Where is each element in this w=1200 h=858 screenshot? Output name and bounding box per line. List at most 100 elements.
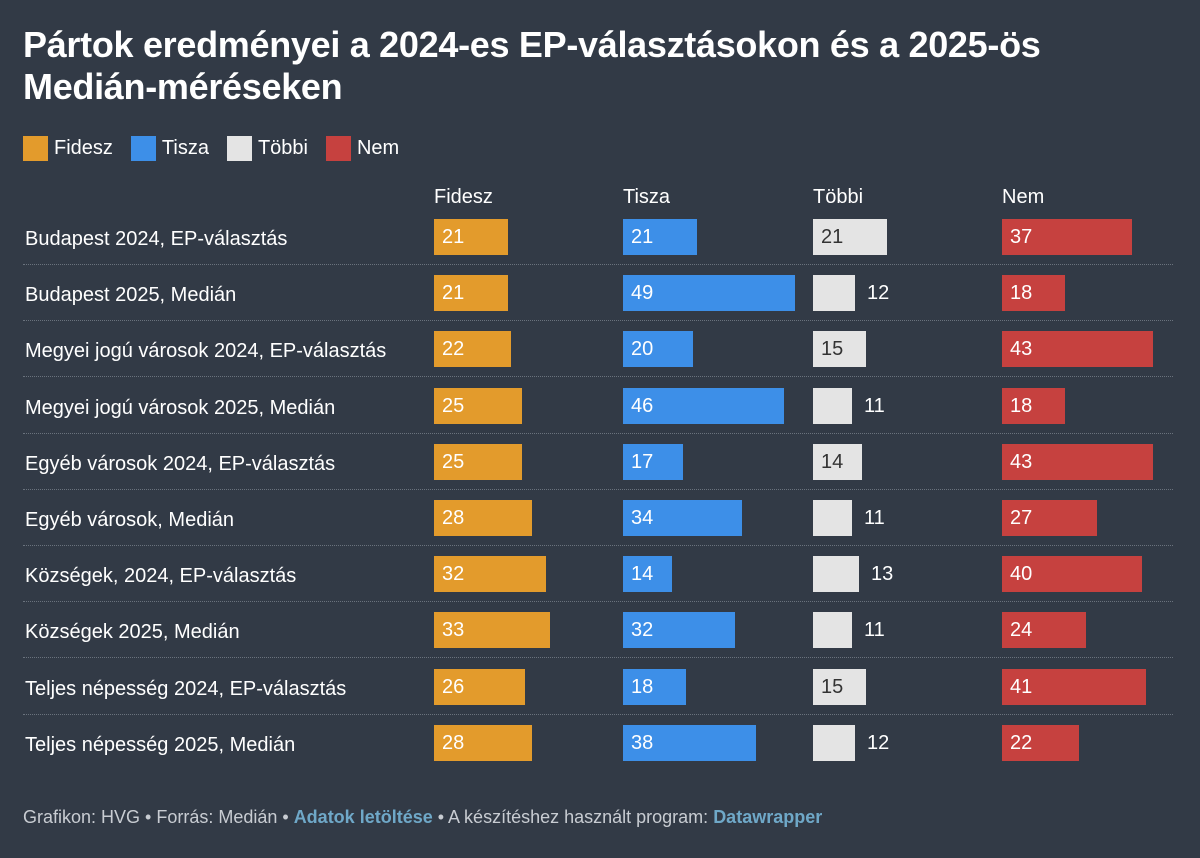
data-label-tisza: 34 xyxy=(631,507,654,529)
data-label-tisza: 17 xyxy=(631,450,654,473)
bar-tobbi xyxy=(813,219,887,255)
row-divider xyxy=(23,713,1173,715)
bar-tisza xyxy=(623,612,735,649)
table-row: Községek 2025, Medián 33 32 11 24 xyxy=(0,604,1200,660)
bar-tisza xyxy=(623,331,693,368)
row-label: Megyei jogú városok 2024, EP-választás xyxy=(25,340,387,363)
legend: Fidesz Tisza Többi Nem xyxy=(23,136,399,161)
footer-credit: Grafikon: HVG • Forrás: Medián • xyxy=(23,807,294,827)
data-label-tisza: 18 xyxy=(631,675,654,698)
bar-fidesz xyxy=(434,387,522,424)
data-label-tisza: 20 xyxy=(631,338,654,361)
bar-tobbi xyxy=(813,275,855,312)
legend-item-tisza: Tisza xyxy=(130,136,209,161)
data-label-tobbi: 11 xyxy=(864,619,885,642)
bar-fidesz xyxy=(434,500,532,536)
data-label-nem: 40 xyxy=(1010,563,1033,586)
table-row: Községek, 2024, EP-választás 32 14 13 40 xyxy=(0,548,1200,604)
bar-tisza xyxy=(623,387,784,424)
chart-title: Pártok eredményei a 2024-es EP-választás… xyxy=(23,24,1041,107)
bar-fidesz xyxy=(434,331,511,368)
bar-tisza xyxy=(623,724,756,761)
bar-tisza xyxy=(623,556,672,593)
bar-nem xyxy=(1002,500,1097,536)
row-divider xyxy=(23,376,1173,378)
data-label-tisza: 46 xyxy=(631,394,654,417)
column-header-tisza: Tisza xyxy=(623,186,671,208)
data-label-fidesz: 28 xyxy=(442,731,465,754)
legend-swatch-fidesz xyxy=(23,136,48,161)
data-label-tobbi: 11 xyxy=(864,507,885,529)
bar-tobbi xyxy=(813,443,862,480)
bar-nem xyxy=(1002,387,1065,424)
data-label-tobbi: 21 xyxy=(821,226,844,248)
table-row: Budapest 2025, Medián 21 49 12 18 xyxy=(0,267,1200,323)
row-divider xyxy=(23,601,1173,603)
bar-fidesz xyxy=(434,443,522,480)
download-data-link[interactable]: Adatok letöltése xyxy=(293,807,433,827)
data-label-tobbi: 12 xyxy=(867,282,890,305)
data-label-fidesz: 28 xyxy=(442,507,465,529)
bar-fidesz xyxy=(434,275,508,312)
bar-nem xyxy=(1002,443,1153,480)
datawrapper-link[interactable]: Datawrapper xyxy=(713,807,823,827)
bar-tobbi xyxy=(813,668,866,705)
bar-nem xyxy=(1002,612,1086,649)
bar-nem xyxy=(1002,556,1142,593)
data-label-tisza: 49 xyxy=(631,282,654,305)
row-label: Budapest 2025, Medián xyxy=(25,284,237,307)
data-label-nem: 22 xyxy=(1010,731,1033,754)
bar-tisza xyxy=(623,275,795,312)
row-divider xyxy=(23,432,1173,434)
legend-item-fidesz: Fidesz xyxy=(23,136,113,161)
data-label-nem: 18 xyxy=(1010,394,1033,417)
data-label-fidesz: 25 xyxy=(442,394,465,417)
bar-fidesz xyxy=(434,612,550,649)
data-label-nem: 24 xyxy=(1010,619,1033,642)
bar-tobbi xyxy=(813,724,855,761)
legend-label-tobbi: Többi xyxy=(257,137,308,159)
data-label-nem: 41 xyxy=(1010,675,1033,698)
data-label-tobbi: 14 xyxy=(821,450,844,473)
table-row: Teljes népesség 2024, EP-választás 26 18 15… xyxy=(0,661,1200,717)
data-label-fidesz: 33 xyxy=(442,619,465,642)
legend-swatch-tobbi xyxy=(226,136,252,161)
data-label-fidesz: 32 xyxy=(442,563,465,586)
bar-tisza xyxy=(623,668,686,705)
row-divider xyxy=(23,657,1173,659)
data-label-nem: 18 xyxy=(1010,282,1033,305)
table-row: Megyei jogú városok 2025, Medián 25 46 11 18 xyxy=(0,380,1200,436)
data-label-fidesz: 26 xyxy=(442,675,465,698)
data-label-tisza: 21 xyxy=(631,226,654,248)
data-label-fidesz: 21 xyxy=(442,226,465,248)
row-label: Egyéb városok, Medián xyxy=(25,509,235,531)
table-row: Teljes népesség 2025, Medián 28 38 12 22 xyxy=(0,717,1200,773)
column-header-fidesz: Fidesz xyxy=(434,186,493,208)
data-label-tisza: 14 xyxy=(631,563,654,586)
data-label-tisza: 32 xyxy=(631,619,654,642)
bar-nem xyxy=(1002,668,1146,705)
bar-tisza xyxy=(623,443,683,480)
footer: Grafikon: HVG • Forrás: Medián • Adatok … xyxy=(23,807,822,828)
row-divider xyxy=(23,264,1173,265)
footer-program: • A készítéshez használt program: xyxy=(432,807,714,827)
legend-label-tisza: Tisza xyxy=(161,137,209,159)
data-label-tobbi: 12 xyxy=(867,731,890,754)
legend-swatch-nem xyxy=(325,136,351,161)
bar-tisza xyxy=(623,219,697,255)
row-label: Egyéb városok 2024, EP-választás xyxy=(25,452,336,475)
row-divider xyxy=(23,545,1173,546)
row-divider xyxy=(23,320,1173,322)
bar-fidesz xyxy=(434,668,525,705)
data-label-tisza: 38 xyxy=(631,731,654,754)
bar-tobbi xyxy=(813,556,859,593)
row-label: Községek, 2024, EP-választás xyxy=(25,565,297,588)
row-divider xyxy=(23,488,1173,490)
row-label: Községek 2025, Medián xyxy=(25,621,240,644)
data-label-nem: 43 xyxy=(1010,450,1033,473)
bar-nem xyxy=(1002,219,1132,255)
bar-fidesz xyxy=(434,724,532,761)
table-row: Megyei jogú városok 2024, EP-választás 22… xyxy=(0,323,1200,379)
bar-tobbi xyxy=(813,387,852,424)
table-row: Egyéb városok, Medián 28 34 11 27 xyxy=(0,492,1200,548)
